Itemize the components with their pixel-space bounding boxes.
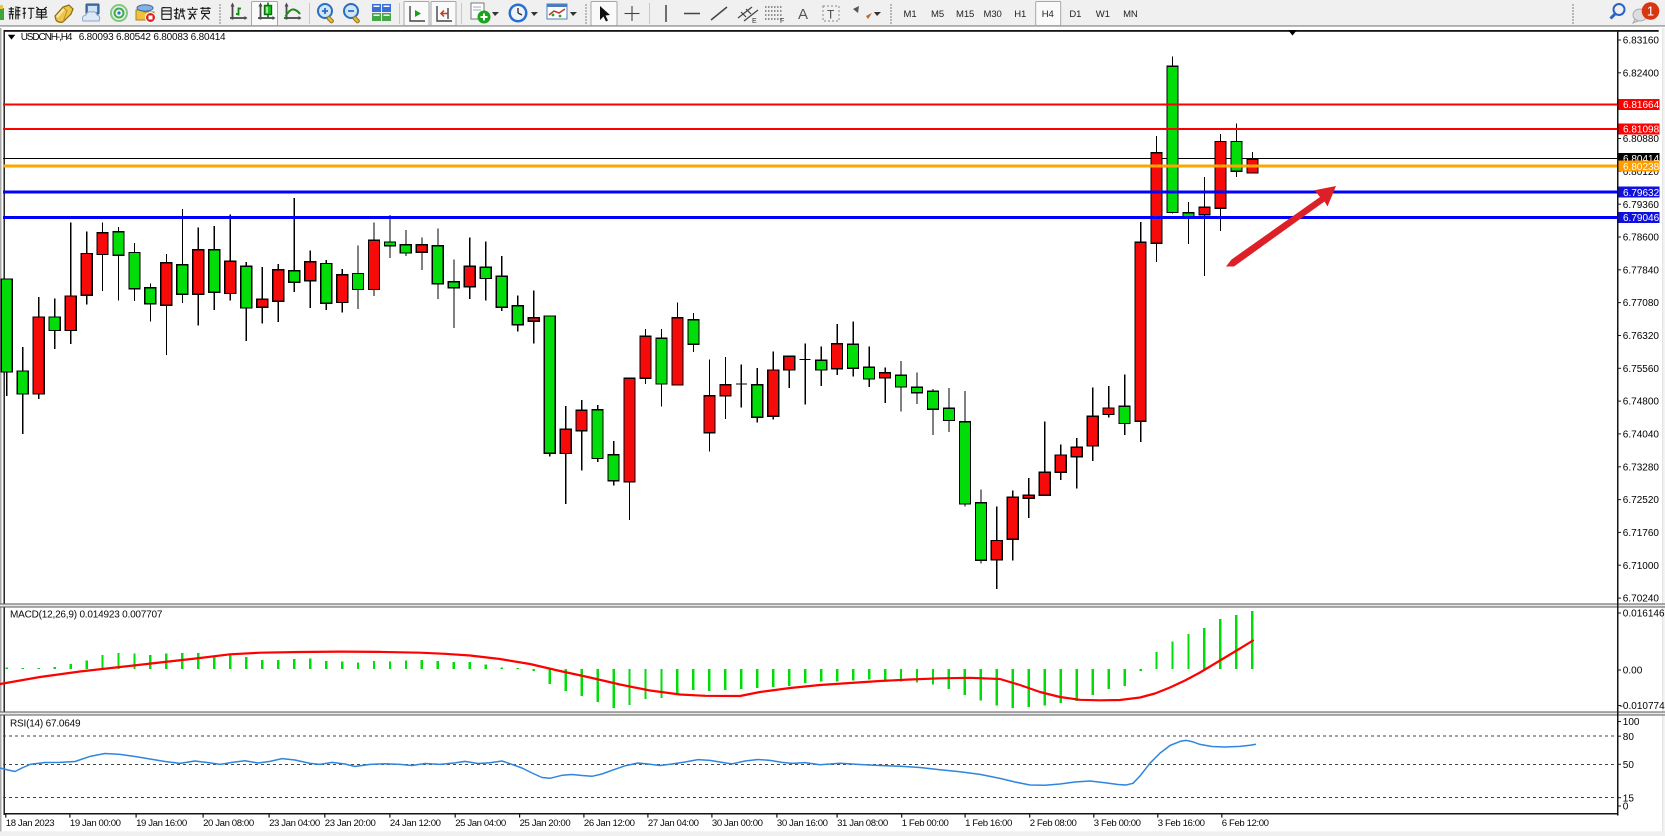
- svg-text:-0.010774: -0.010774: [1620, 701, 1665, 712]
- svg-text:3 Feb 00:00: 3 Feb 00:00: [1094, 818, 1141, 829]
- svg-text:6.79360: 6.79360: [1623, 200, 1660, 211]
- svg-text:6.80120: 6.80120: [1623, 167, 1660, 178]
- svg-text:26 Jan 12:00: 26 Jan 12:00: [584, 818, 635, 829]
- svg-text:19 Jan 00:00: 19 Jan 00:00: [70, 818, 121, 829]
- svg-text:27 Jan 04:00: 27 Jan 04:00: [648, 818, 699, 829]
- svg-text:31 Jan 08:00: 31 Jan 08:00: [837, 818, 888, 829]
- svg-text:H4: H4: [1042, 9, 1054, 20]
- svg-text:6.71000: 6.71000: [1623, 561, 1660, 572]
- svg-text:1 Feb 16:00: 1 Feb 16:00: [965, 818, 1012, 829]
- svg-text:M15: M15: [956, 9, 974, 20]
- svg-text:6.80238: 6.80238: [1623, 162, 1660, 173]
- svg-text:25 Jan 04:00: 25 Jan 04:00: [455, 818, 506, 829]
- svg-text:6.74040: 6.74040: [1623, 430, 1660, 441]
- svg-text:RSI(14) 67.0649: RSI(14) 67.0649: [10, 719, 81, 730]
- svg-text:6.76320: 6.76320: [1623, 331, 1660, 342]
- svg-text:T: T: [827, 8, 835, 22]
- svg-text:E: E: [752, 18, 757, 25]
- svg-text:6.72520: 6.72520: [1623, 495, 1660, 506]
- svg-text:6.70240: 6.70240: [1623, 594, 1660, 605]
- svg-text:50: 50: [1623, 760, 1635, 771]
- svg-text:20 Jan 08:00: 20 Jan 08:00: [203, 818, 254, 829]
- svg-text:MN: MN: [1123, 9, 1138, 20]
- svg-text:0.00: 0.00: [1623, 666, 1643, 677]
- svg-text:25 Jan 20:00: 25 Jan 20:00: [520, 818, 571, 829]
- svg-text:6.71760: 6.71760: [1623, 528, 1660, 539]
- svg-text:6.74800: 6.74800: [1623, 397, 1660, 408]
- svg-text:6.75560: 6.75560: [1623, 364, 1660, 375]
- svg-text:6.81664: 6.81664: [1623, 100, 1660, 111]
- svg-text:6.73280: 6.73280: [1623, 462, 1660, 473]
- svg-text:18 Jan 2023: 18 Jan 2023: [6, 818, 54, 829]
- svg-text:15: 15: [1623, 793, 1635, 804]
- svg-text:30 Jan 00:00: 30 Jan 00:00: [712, 818, 763, 829]
- svg-text:6.80414: 6.80414: [1623, 154, 1660, 165]
- svg-text:6.80880: 6.80880: [1623, 134, 1660, 145]
- svg-text:2 Feb 08:00: 2 Feb 08:00: [1030, 818, 1077, 829]
- svg-text:6.80093 6.80542 6.80083 6.8041: 6.80093 6.80542 6.80083 6.80414: [79, 32, 226, 43]
- svg-text:23 Jan 04:00: 23 Jan 04:00: [269, 818, 320, 829]
- svg-text:W1: W1: [1096, 9, 1110, 20]
- svg-text:1 Feb 00:00: 1 Feb 00:00: [902, 818, 949, 829]
- svg-text:30 Jan 16:00: 30 Jan 16:00: [777, 818, 828, 829]
- svg-text:USDCNH-,H4: USDCNH-,H4: [21, 32, 73, 43]
- svg-text:19 Jan 16:00: 19 Jan 16:00: [136, 818, 187, 829]
- svg-text:23 Jan 20:00: 23 Jan 20:00: [325, 818, 376, 829]
- svg-text:6.79632: 6.79632: [1623, 188, 1660, 199]
- svg-text:80: 80: [1623, 732, 1635, 743]
- svg-text:6.77080: 6.77080: [1623, 298, 1660, 309]
- svg-text:H1: H1: [1014, 9, 1026, 20]
- svg-text:0: 0: [1623, 802, 1629, 813]
- svg-text:M5: M5: [931, 9, 944, 20]
- svg-text:A: A: [798, 6, 808, 23]
- svg-text:0.016146: 0.016146: [1623, 609, 1665, 620]
- svg-text:F: F: [780, 18, 784, 25]
- svg-text:3 Feb 16:00: 3 Feb 16:00: [1158, 818, 1205, 829]
- svg-text:M30: M30: [984, 9, 1002, 20]
- svg-text:100: 100: [1623, 717, 1640, 728]
- svg-text:MACD(12,26,9) 0.014923 0.00770: MACD(12,26,9) 0.014923 0.007707: [10, 610, 163, 621]
- svg-text:6.77840: 6.77840: [1623, 265, 1660, 276]
- svg-text:D1: D1: [1069, 9, 1081, 20]
- svg-text:M1: M1: [904, 9, 917, 20]
- svg-text:6.81098: 6.81098: [1623, 125, 1660, 136]
- svg-text:6.83160: 6.83160: [1623, 36, 1660, 47]
- svg-text:6.78600: 6.78600: [1623, 233, 1660, 244]
- svg-text:24 Jan 12:00: 24 Jan 12:00: [390, 818, 441, 829]
- svg-text:6.82400: 6.82400: [1623, 68, 1660, 79]
- svg-text:6.79046: 6.79046: [1623, 213, 1660, 224]
- svg-text:6 Feb 12:00: 6 Feb 12:00: [1222, 818, 1269, 829]
- svg-text:1: 1: [1647, 4, 1654, 19]
